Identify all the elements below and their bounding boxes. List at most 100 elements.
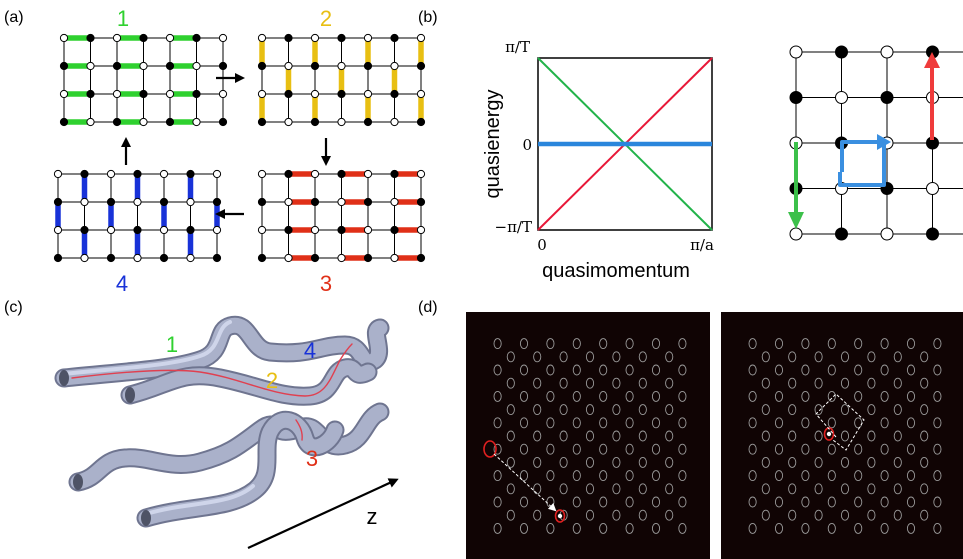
waveguide-site <box>748 522 757 534</box>
site-sublattice-a <box>310 33 320 43</box>
waveguide-site <box>612 430 621 442</box>
waveguide-site <box>893 377 902 389</box>
waveguide-site <box>774 417 784 429</box>
waveguide-site <box>585 456 595 468</box>
waveguide-site <box>788 483 797 495</box>
site-sublattice-b <box>133 225 142 235</box>
waveguide-site <box>506 351 515 363</box>
waveguide-site <box>827 390 836 402</box>
waveguide-site <box>774 443 784 455</box>
site-sublattice-b <box>363 253 373 263</box>
waveguide-end-4 <box>141 510 151 526</box>
site-sublattice-a <box>390 197 399 207</box>
site-sublattice-a <box>257 225 267 235</box>
site-sublattice-b <box>337 169 346 179</box>
waveguide-site <box>546 417 555 429</box>
site-sublattice-a <box>139 117 148 127</box>
waveguide-site <box>625 522 634 534</box>
waveguide-site <box>933 470 942 482</box>
waveguide-site <box>827 443 836 455</box>
waveguide-tube-4-highlight <box>144 484 255 516</box>
panel-label-b: (b) <box>418 9 438 26</box>
site-sublattice-a <box>159 225 169 235</box>
waveguide-site <box>506 377 515 389</box>
waveguide-site <box>761 509 770 521</box>
waveguide-site <box>572 522 581 534</box>
waveguide-site <box>906 496 916 508</box>
waveguide-site <box>840 377 850 389</box>
waveguide-site <box>906 522 916 534</box>
waveguide-tube-4 <box>138 412 343 526</box>
site-sublattice-a <box>165 33 175 43</box>
waveguide-site <box>801 522 810 534</box>
waveguide-end-1 <box>59 370 69 386</box>
waveguide-site <box>933 417 942 429</box>
waveguide-site <box>880 496 889 508</box>
waveguide-site <box>519 417 529 429</box>
waveguide-site <box>599 522 608 534</box>
site-sublattice-b <box>186 225 195 235</box>
waveguide-site <box>867 430 876 442</box>
site-sublattice-a <box>133 197 142 207</box>
waveguide-label-4: 4 <box>304 338 316 363</box>
waveguide-site <box>493 417 502 429</box>
waveguide-site <box>585 509 595 521</box>
waveguide-site <box>854 443 863 455</box>
site-sublattice-b <box>390 89 399 99</box>
waveguide-site <box>559 483 568 495</box>
waveguide-site <box>585 483 595 495</box>
waveguide-site <box>665 404 674 416</box>
site-sublattice-b <box>212 253 222 263</box>
waveguide-site <box>880 338 889 350</box>
waveguide-site <box>920 430 929 442</box>
waveguide-site <box>880 443 889 455</box>
waveguide-site <box>493 364 502 376</box>
waveguide-site <box>665 456 674 468</box>
waveguide-label-1: 1 <box>166 332 178 357</box>
waveguide-site <box>854 496 863 508</box>
waveguide-site <box>533 430 542 442</box>
waveguide-site <box>546 338 555 350</box>
waveguide-site <box>933 338 942 350</box>
waveguide-site <box>678 417 687 429</box>
site-sublattice-a <box>337 253 346 263</box>
step-label-3: 3 <box>320 271 332 296</box>
site-sublattice-b <box>86 33 95 43</box>
waveguide-site <box>651 496 661 508</box>
waveguide-site <box>533 351 542 363</box>
waveguide-site <box>827 417 836 429</box>
x-axis-label: quasimomentum <box>542 260 690 282</box>
site-sublattice-a <box>337 61 346 71</box>
site-sublattice-a <box>416 89 426 99</box>
site-sublattice-b <box>106 197 116 207</box>
waveguide-site <box>748 443 757 455</box>
waveguide-site <box>933 443 942 455</box>
lattice-step-2 <box>257 33 426 127</box>
site-sublattice-a <box>363 89 373 99</box>
site-sublattice-a <box>257 89 267 99</box>
y-tick-bottom: −π/T <box>495 218 533 236</box>
waveguide-site <box>638 377 647 389</box>
waveguide-site <box>665 351 674 363</box>
waveguide-site <box>546 522 555 534</box>
waveguide-label-2: 2 <box>266 368 278 393</box>
bulk-loop-arrowhead <box>877 134 891 150</box>
waveguide-site <box>625 470 634 482</box>
waveguide-site <box>880 364 889 376</box>
site-sublattice-a <box>159 169 169 179</box>
waveguide-site <box>585 351 595 363</box>
site-sublattice-a <box>218 89 228 99</box>
waveguide-site <box>559 404 568 416</box>
waveguide-site <box>867 351 876 363</box>
waveguide-site <box>678 390 687 402</box>
panel-label-a: (a) <box>4 9 24 26</box>
waveguide-site <box>880 390 889 402</box>
waveguide-site <box>920 483 929 495</box>
waveguide-site <box>651 364 661 376</box>
waveguide-site <box>678 470 687 482</box>
waveguide-site <box>867 456 876 468</box>
site-sublattice-a <box>310 169 320 179</box>
site-sublattice-b <box>310 197 320 207</box>
waveguide-site <box>748 496 757 508</box>
